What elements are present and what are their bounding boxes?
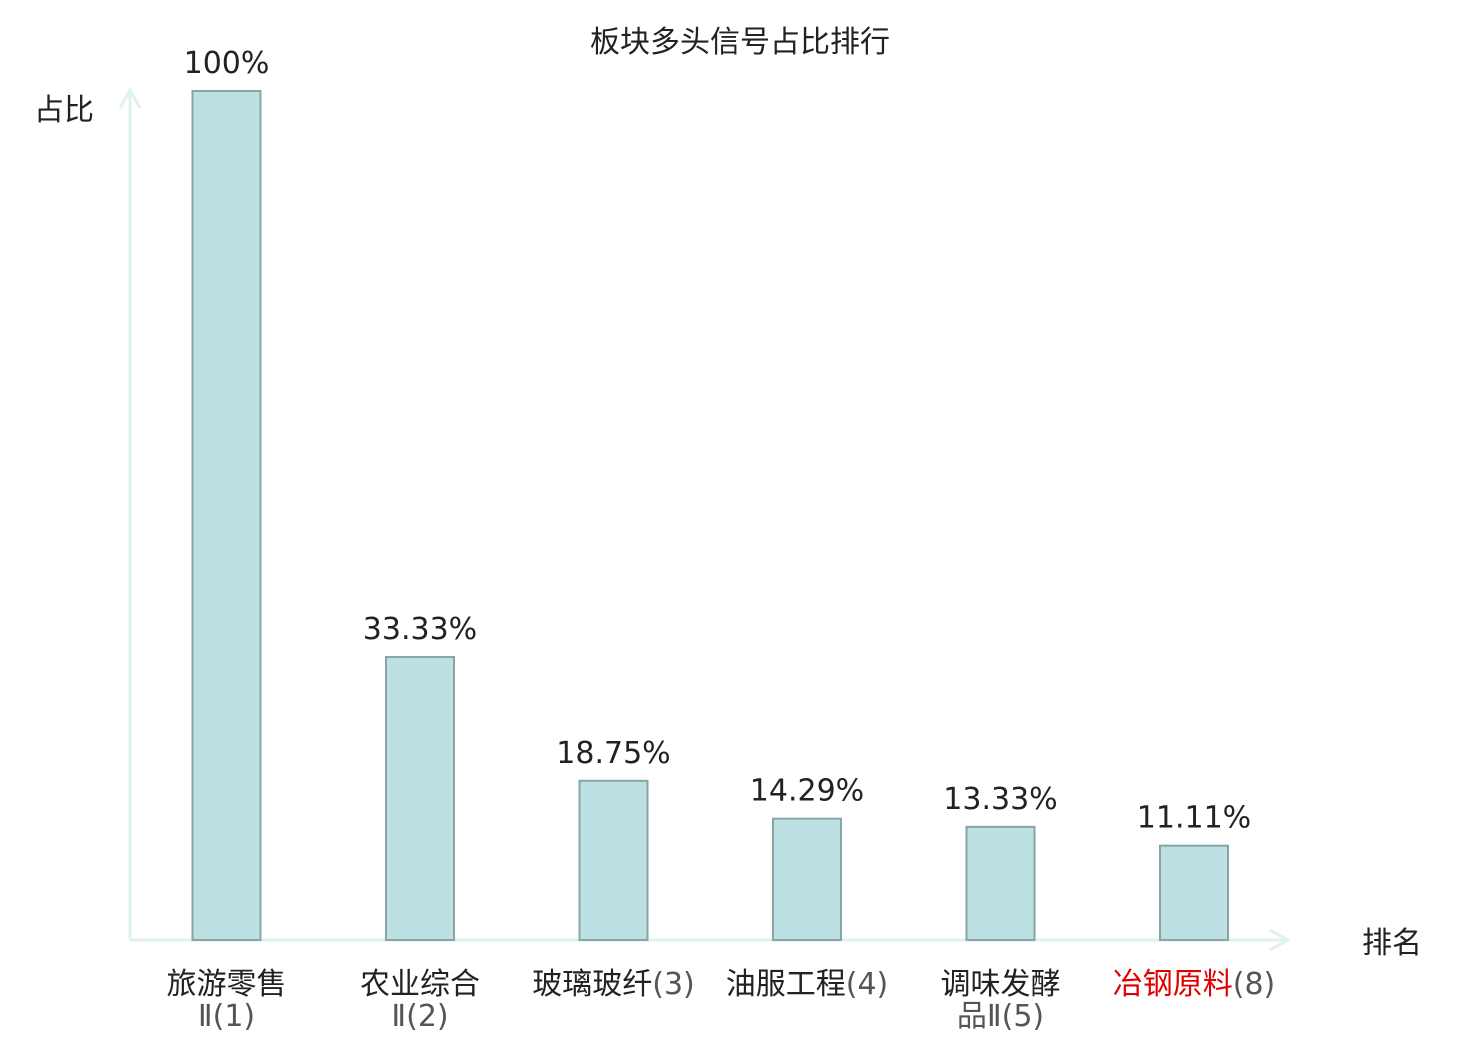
axes xyxy=(118,86,1292,952)
category-label-5: 调味发酵 xyxy=(941,967,1061,1002)
bar-5 xyxy=(965,825,1036,942)
bar-4 xyxy=(772,817,842,942)
category-label-1: 旅游零售 xyxy=(167,967,287,1002)
value-label-5: 13.33% xyxy=(943,782,1057,817)
category-rank-1: Ⅱ(1) xyxy=(198,999,255,1034)
category-rank-5: 品Ⅱ(5) xyxy=(957,999,1044,1034)
bars-group xyxy=(191,90,1229,942)
y-axis-label: 占比 xyxy=(34,93,94,128)
category-label-4: 油服工程(4) xyxy=(726,967,889,1002)
value-label-4: 14.29% xyxy=(750,774,864,809)
category-label-2: 农业综合 xyxy=(360,967,480,1002)
value-labels-group: 100% 33.33% 18.75% 14.29% 13.33% 11.11% xyxy=(184,46,1252,836)
category-label-3: 玻璃玻纤(3) xyxy=(532,967,695,1002)
value-label-3: 18.75% xyxy=(556,736,670,771)
x-axis-label: 排名 xyxy=(1362,926,1422,961)
bar-3 xyxy=(578,779,649,941)
value-label-1: 100% xyxy=(184,46,270,81)
bar-1 xyxy=(191,90,262,941)
bar-2 xyxy=(385,656,455,942)
value-label-6: 11.11% xyxy=(1137,801,1251,836)
y-axis-arrow xyxy=(118,86,142,109)
value-label-2: 33.33% xyxy=(363,612,477,647)
category-label-6: 冶钢原料(8) xyxy=(1113,967,1276,1002)
category-rank-2: Ⅱ(2) xyxy=(391,999,448,1034)
bar-6 xyxy=(1159,844,1229,941)
chart-title: 板块多头信号占比排行 xyxy=(590,25,890,60)
x-axis-arrow xyxy=(1269,928,1292,952)
